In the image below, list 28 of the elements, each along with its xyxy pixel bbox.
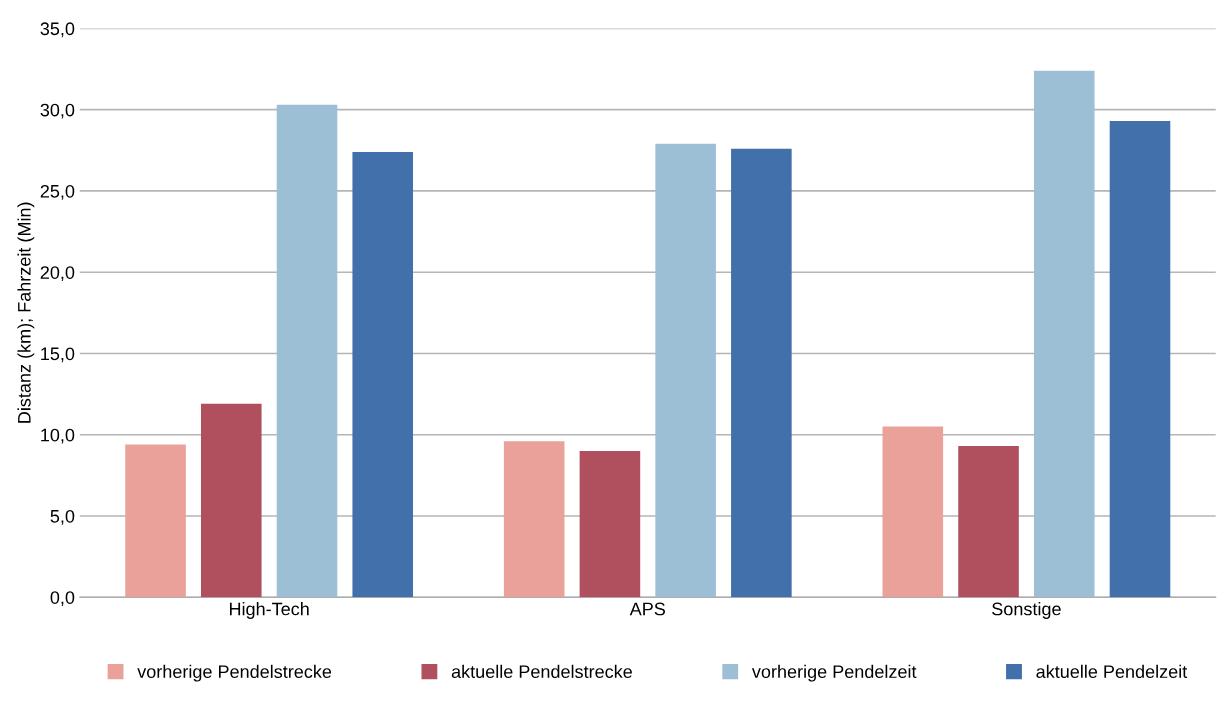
y-axis-title: Distanz (km); Fahrzeit (Min) [17,202,35,423]
y-tick-label: 25,0 [40,184,75,200]
bar [655,143,716,598]
bar [352,151,414,598]
x-tick-label: Sonstige [992,602,1061,619]
legend-label: vorherige Pendelzeit [751,664,917,682]
legend-label: vorherige Pendelstrecke [137,664,332,682]
legend-label: aktuelle Pendelstrecke [451,664,632,679]
y-tick-label: 5,0 [50,509,75,525]
x-tick-label: APS [629,602,665,616]
bar [1033,70,1095,598]
y-tick-label: 20,0 [40,266,75,282]
y-tick-label: 15,0 [41,347,75,363]
bar [200,403,262,598]
bar [882,426,944,598]
bar [503,441,565,598]
y-tick-label: 30,0 [40,103,75,119]
y-tick-label: 35,0 [40,22,75,38]
bar [731,148,792,598]
bar [579,450,641,598]
bar [276,104,338,598]
bar [958,446,1019,598]
y-tick-label: 0,0 [50,591,75,607]
bar [1109,121,1171,598]
y-tick-label: 10,0 [41,428,75,444]
x-tick-label: High-Tech [229,602,309,619]
bar [125,444,186,598]
legend-label: aktuelle Pendelzeit [1036,664,1188,679]
